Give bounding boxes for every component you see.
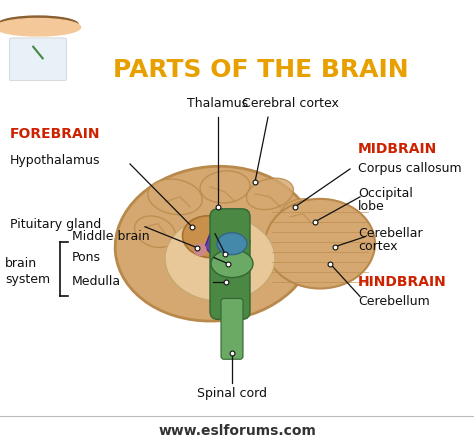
Circle shape	[0, 19, 81, 36]
Text: lobe: lobe	[358, 200, 385, 213]
Text: English Vocabulary: English Vocabulary	[172, 8, 349, 27]
PathPatch shape	[205, 220, 250, 263]
Text: cortex: cortex	[358, 240, 398, 253]
Circle shape	[0, 16, 78, 33]
FancyBboxPatch shape	[9, 38, 66, 81]
Ellipse shape	[217, 233, 247, 255]
Text: brain: brain	[5, 257, 37, 270]
FancyBboxPatch shape	[221, 298, 243, 359]
Text: Cerebellum: Cerebellum	[358, 295, 430, 308]
Ellipse shape	[246, 178, 293, 210]
Text: www.eslforums.com: www.eslforums.com	[158, 424, 316, 438]
Text: www.eslforums.com: www.eslforums.com	[203, 195, 257, 249]
Text: HINDBRAIN: HINDBRAIN	[358, 274, 447, 289]
Ellipse shape	[265, 199, 375, 289]
Text: Pons: Pons	[72, 251, 101, 264]
Text: Pituitary gland: Pituitary gland	[10, 218, 101, 231]
Text: Medulla: Medulla	[72, 275, 121, 288]
Text: Hypothalamus: Hypothalamus	[10, 153, 100, 167]
Text: www.eslforums.com: www.eslforums.com	[303, 195, 357, 249]
Text: PARTS OF THE BRAIN: PARTS OF THE BRAIN	[113, 58, 409, 82]
Text: Thalamus: Thalamus	[187, 97, 248, 110]
Ellipse shape	[200, 171, 250, 203]
Text: Cerebellar: Cerebellar	[358, 227, 423, 240]
Text: Spinal cord: Spinal cord	[197, 387, 267, 400]
Text: Corpus callosum: Corpus callosum	[358, 163, 462, 175]
Circle shape	[194, 244, 206, 255]
Ellipse shape	[278, 199, 322, 235]
Ellipse shape	[165, 216, 275, 301]
Text: Middle brain: Middle brain	[72, 230, 150, 243]
Ellipse shape	[182, 216, 237, 258]
Ellipse shape	[135, 216, 175, 248]
Ellipse shape	[148, 179, 202, 215]
Text: system: system	[5, 273, 50, 286]
Text: Occipital: Occipital	[358, 187, 413, 200]
Text: FOREBRAIN: FOREBRAIN	[10, 127, 100, 141]
Ellipse shape	[211, 250, 253, 278]
Ellipse shape	[115, 166, 315, 321]
FancyBboxPatch shape	[210, 209, 250, 320]
Text: Cerebral cortex: Cerebral cortex	[242, 97, 338, 110]
Text: MIDBRAIN: MIDBRAIN	[358, 142, 437, 156]
